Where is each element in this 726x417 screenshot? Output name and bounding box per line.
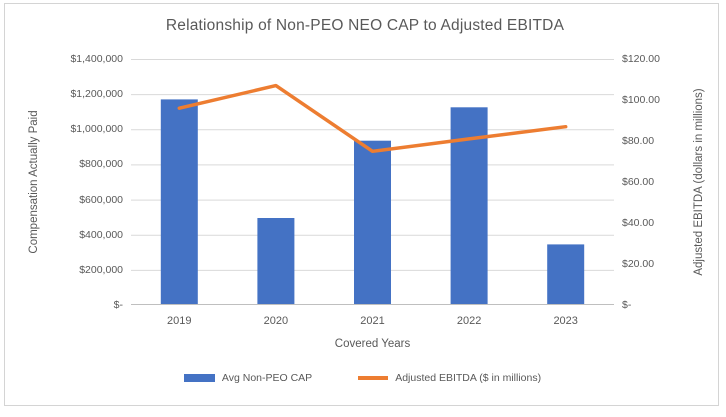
legend-label: Avg Non-PEO CAP [221, 372, 313, 384]
bar-2020 [257, 218, 295, 305]
ebitda-line [177, 83, 568, 154]
bar-2019 [160, 99, 198, 305]
bar-2023 [547, 244, 585, 305]
right-axis-tick-label: $60.00 [622, 176, 655, 188]
right-axis-tick-label: $80.00 [622, 135, 655, 147]
legend-label: Adjusted EBITDA ($ in millions) [395, 372, 542, 384]
legend-item: Adjusted EBITDA ($ in millions) [358, 372, 541, 384]
right-axis-tick-label: $40.00 [622, 217, 655, 229]
chart-legend: Avg Non-PEO CAP Adjusted EBITDA ($ in mil… [5, 372, 720, 384]
legend-item: Avg Non-PEO CAP [183, 372, 313, 384]
left-axis-tick-label: $1,200,000 [70, 88, 123, 101]
x-axis-title: Covered Years [334, 338, 411, 350]
chart-frame: Relationship of Non-PEO NEO CAP to Adjus… [4, 3, 719, 406]
right-axis-tick-label: $100.00 [622, 94, 660, 106]
x-axis-tick-label-2023: 2023 [553, 315, 578, 327]
plot-area [131, 59, 614, 305]
left-axis-title: Compensation Actually Paid [28, 110, 40, 254]
left-axis-tick-label: $- [113, 299, 123, 311]
x-axis-tick-label-2022: 2022 [456, 315, 482, 327]
right-axis-tick-label: $20.00 [622, 258, 655, 270]
bar-2021 [354, 140, 391, 305]
chart-title: Relationship of Non-PEO NEO CAP to Adjus… [165, 17, 565, 34]
x-axis-tick-label-2020: 2020 [263, 315, 289, 327]
left-axis-tick-label: $1,000,000 [70, 123, 123, 136]
legend-bar-swatch [183, 374, 215, 382]
legend-line-swatch [358, 376, 389, 380]
x-axis-tick-label-2021: 2021 [360, 315, 385, 327]
left-axis-tick-label: $1,400,000 [70, 53, 123, 65]
left-axis-tick-label: $200,000 [79, 263, 123, 276]
left-axis-tick-label: $800,000 [79, 158, 123, 171]
left-axis-tick-label: $600,000 [79, 193, 123, 206]
right-axis-tick-label: $120.00 [622, 53, 660, 65]
right-axis-tick-label: $- [622, 299, 632, 311]
right-axis-title: Adjusted EBITDA (dollars in millions) [693, 88, 705, 276]
left-axis-tick-label: $400,000 [79, 228, 123, 241]
x-axis-tick-label-2019: 2019 [167, 315, 192, 327]
